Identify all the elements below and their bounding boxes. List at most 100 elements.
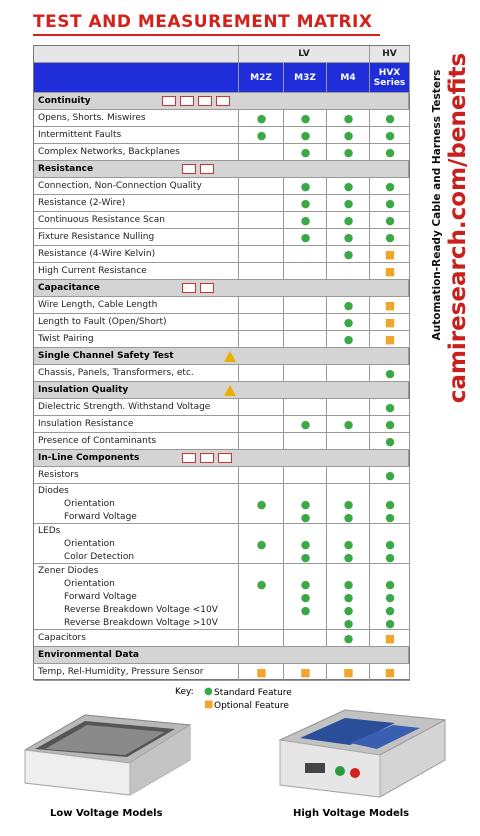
row-label-cell	[34, 365, 239, 382]
key-text: Optional Feature	[214, 701, 289, 711]
cell	[327, 297, 370, 314]
low-voltage-device	[23, 714, 192, 796]
section-icon	[182, 164, 196, 174]
section-label: Insulation Quality	[38, 385, 129, 395]
cell	[327, 212, 370, 229]
cell	[370, 630, 410, 647]
title-underline	[33, 34, 380, 36]
standard-feature: ●	[385, 617, 395, 630]
row-label: Fixture Resistance Nulling	[38, 232, 155, 242]
standard-feature: ●	[256, 578, 267, 591]
row-label-cell	[34, 110, 239, 127]
cell	[239, 331, 284, 348]
standard-feature: ●	[256, 498, 267, 511]
cell	[370, 127, 410, 144]
tagline: Automation-Ready Cable and Harness Teste…	[431, 69, 443, 341]
standard-feature: ●	[343, 197, 354, 210]
standard-feature: ●	[343, 146, 354, 159]
cell	[327, 178, 370, 195]
cell	[239, 110, 284, 127]
row-label: Capacitors	[38, 633, 86, 643]
standard-feature: ●	[385, 231, 395, 244]
header-blank	[34, 46, 239, 63]
item-label: Orientation	[64, 539, 115, 549]
standard-feature: ●	[300, 538, 311, 551]
standard-feature: ●	[300, 180, 311, 193]
row-label: Insulation Resistance	[38, 419, 134, 429]
cell	[327, 263, 370, 280]
item-label: Color Detection	[64, 552, 135, 562]
cell	[284, 467, 327, 484]
row-label-cell	[34, 212, 239, 229]
section-icon	[182, 453, 196, 463]
section-icon	[216, 96, 230, 106]
cell	[239, 524, 284, 564]
cell	[239, 144, 284, 161]
cell	[239, 399, 284, 416]
row-label-cell	[34, 630, 239, 647]
cell	[239, 229, 284, 246]
section-label: Capacitance	[38, 283, 100, 293]
cell	[239, 484, 284, 524]
cell	[239, 365, 284, 382]
standard-feature: ●	[300, 231, 311, 244]
standard-feature: ●	[343, 231, 354, 244]
section-row	[34, 348, 409, 365]
cell	[284, 178, 327, 195]
cell	[370, 297, 410, 314]
section-icon	[200, 453, 214, 463]
row-label-cell	[34, 467, 239, 484]
section-icon	[218, 453, 232, 463]
cell	[239, 433, 284, 450]
group-label: Zener Diodes	[38, 566, 99, 576]
section-icon	[200, 283, 214, 293]
standard-feature: ●	[300, 578, 311, 591]
cell	[370, 229, 410, 246]
cell	[327, 484, 370, 524]
row-label-cell	[34, 331, 239, 348]
group-label: Diodes	[38, 486, 69, 496]
cell	[327, 433, 370, 450]
section-row	[34, 382, 409, 399]
url: camiresearch.com/benefits	[445, 52, 471, 404]
cell	[239, 664, 284, 681]
cell	[370, 110, 410, 127]
cell	[284, 524, 327, 564]
cell	[370, 365, 410, 382]
standard-feature: ●	[343, 511, 354, 524]
cell	[284, 630, 327, 647]
standard-feature: ●	[385, 578, 395, 591]
row-label-cell	[34, 297, 239, 314]
cell	[327, 365, 370, 382]
standard-feature: ●	[343, 591, 354, 604]
cell	[370, 467, 410, 484]
optional-feature: ■	[384, 265, 396, 278]
row-label-cell	[34, 433, 239, 450]
cell	[327, 110, 370, 127]
standard-feature: ●	[385, 214, 395, 227]
key-symbol: ■	[204, 699, 214, 710]
standard-feature: ●	[343, 498, 354, 511]
cell	[327, 664, 370, 681]
standard-feature: ●	[300, 511, 311, 524]
product-label: Low Voltage Models	[50, 808, 163, 819]
standard-feature: ●	[300, 197, 311, 210]
cell	[284, 564, 327, 630]
cell	[327, 314, 370, 331]
column-header: M2Z	[239, 63, 284, 93]
key-symbol: ●	[204, 686, 213, 697]
cell	[239, 467, 284, 484]
row-label: Continuous Resistance Scan	[38, 215, 165, 225]
header-blank	[34, 63, 239, 93]
item-label: Forward Voltage	[64, 512, 137, 522]
standard-feature: ●	[343, 248, 354, 261]
cell	[327, 127, 370, 144]
section-label: Single Channel Safety Test	[38, 351, 174, 361]
section-icon	[180, 96, 194, 106]
standard-feature: ●	[343, 129, 354, 142]
column-header: HVX Series	[370, 63, 410, 93]
section-icon	[224, 385, 236, 396]
row-label: Chassis, Panels, Transformers, etc.	[38, 368, 194, 378]
section-icon	[224, 351, 236, 362]
